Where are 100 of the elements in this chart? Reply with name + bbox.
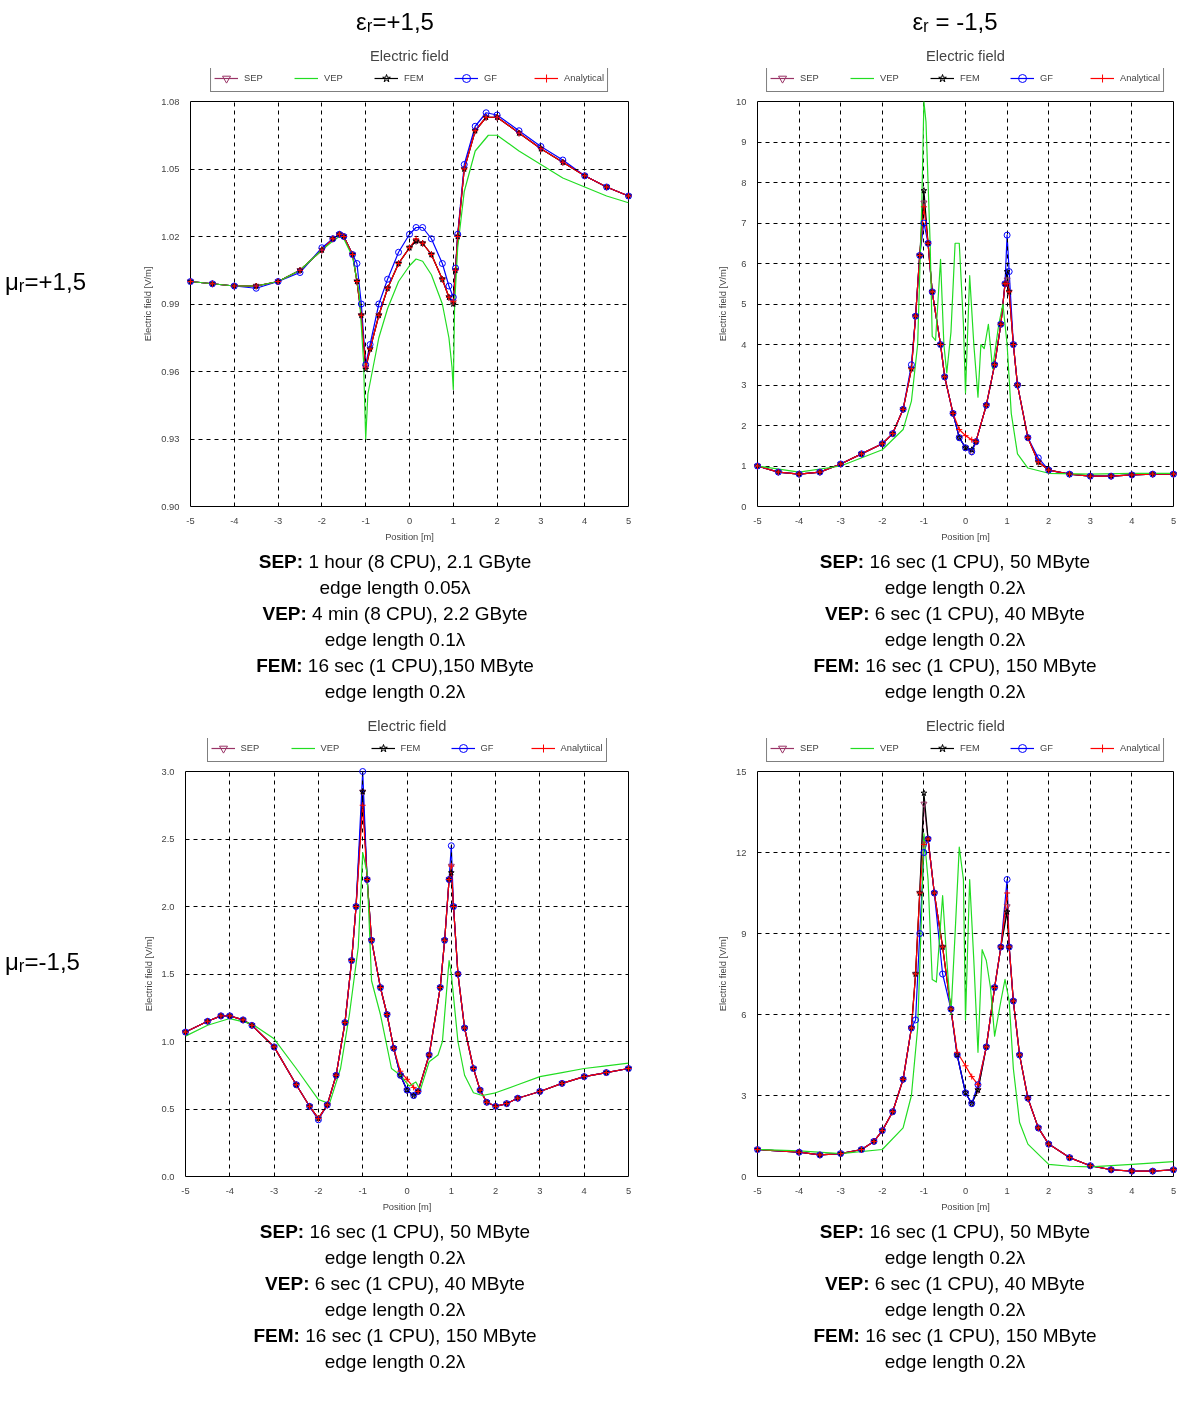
legend-label: Analytical (564, 73, 604, 83)
x-tick-label: 0 (962, 515, 969, 526)
x-tick-label: 0 (406, 515, 413, 526)
y-tick-label: 0.93 (161, 434, 180, 444)
text: μᵣ=+1,5 (5, 267, 86, 297)
x-tick-label: 4 (1129, 1185, 1135, 1196)
chart-title: Electric field (370, 47, 450, 64)
x-axis-title: Position [m] (941, 531, 990, 542)
x-tick-label: 5 (625, 515, 632, 526)
x-tick-label: 1 (450, 515, 456, 526)
chart-title: Electric field (926, 47, 1006, 64)
y-tick-label: 15 (736, 766, 747, 777)
legend-label: GF (1040, 73, 1054, 83)
y-tick-label: 9 (741, 928, 747, 939)
x-tick-label: -2 (314, 1185, 323, 1196)
legend-label: SEP (800, 73, 820, 83)
x-tick-label: 3 (1087, 1185, 1093, 1196)
x-tick-label: -4 (794, 1185, 804, 1196)
x-axis-title: Position [m] (385, 531, 434, 542)
y-tick-label: 3.0 (161, 766, 175, 777)
x-tick-label: 2 (1046, 515, 1052, 526)
x-axis-title: Position [m] (382, 1201, 432, 1212)
legend-label: VEP (880, 73, 900, 83)
chart-subtitle: εᵣ = -1,5 (912, 7, 998, 37)
y-tick-label: 1.5 (161, 969, 175, 979)
chart-title: Electric field (367, 717, 447, 734)
legend-label: FEM (404, 73, 425, 83)
x-tick-label: 2 (494, 515, 500, 526)
y-tick-label: 1 (741, 461, 747, 471)
y-tick-label: 0 (741, 1171, 747, 1182)
x-tick-label: 4 (1129, 515, 1135, 526)
y-tick-label: 10 (736, 96, 747, 107)
y-tick-label: 8 (741, 177, 747, 188)
x-tick-label: -3 (273, 515, 283, 526)
text: SEP: 16 sec (1 CPU), 50 MByte edge length 0.2λ VEP: 6 sec (1 CPU), 40 MByte edge length 0.2λ FEM: 16 sec (1 CPU), 150 MByte edge length 0.2λ (813, 1221, 1097, 1372)
x-tick-label: -1 (358, 1185, 367, 1196)
y-tick-label: 6 (741, 1009, 747, 1020)
y-tick-label: 0.96 (161, 366, 180, 377)
legend-label: SEP (800, 743, 820, 753)
x-tick-label: -2 (317, 515, 327, 526)
x-tick-label: -5 (753, 1185, 762, 1196)
legend-label: GF (484, 73, 498, 83)
y-tick-label: 12 (736, 847, 747, 858)
x-tick-label: 5 (625, 1185, 632, 1196)
x-tick-label: 5 (1170, 1185, 1177, 1196)
x-tick-label: 1 (448, 1185, 454, 1196)
x-tick-label: 1 (1004, 1185, 1010, 1196)
y-tick-label: 6 (741, 258, 747, 269)
y-axis-title: Electric field [V/m] (143, 936, 154, 1012)
x-tick-label: -4 (794, 515, 804, 526)
y-tick-label: 0.99 (161, 299, 180, 309)
y-tick-label: 0.0 (161, 1171, 175, 1182)
legend-label: FEM (960, 73, 981, 83)
x-tick-label: -2 (878, 515, 887, 526)
x-tick-label: 0 (404, 1185, 410, 1196)
legend-label: Analytiical (560, 743, 603, 753)
y-tick-label: 2.0 (161, 901, 175, 912)
x-tick-label: -1 (919, 1185, 929, 1196)
y-tick-label: 5 (741, 299, 747, 309)
y-axis-title: Electric field [V/m] (718, 266, 729, 342)
x-tick-label: -5 (186, 515, 195, 526)
x-tick-label: -3 (836, 1185, 845, 1196)
y-tick-label: 0 (741, 501, 747, 512)
y-axis-title: Electric field [V/m] (143, 266, 154, 342)
x-tick-label: -3 (269, 1185, 279, 1196)
x-tick-label: 3 (1087, 515, 1093, 526)
legend-label: VEP (320, 743, 341, 753)
legend-label: VEP (324, 73, 344, 83)
legend-label: SEP (240, 743, 261, 753)
chart-subtitle: εᵣ=+1,5 (356, 7, 434, 37)
text: SEP: 1 hour (8 CPU), 2.1 GByte edge length 0.05λ VEP: 4 min (8 CPU), 2.2 GByte edge length 0.1λ FEM: 16 sec (1 CPU),150 MByte edge length 0.2λ (256, 551, 534, 702)
legend-label: FEM (400, 743, 421, 753)
legend-label: GF (480, 743, 495, 753)
legend-label: Analytical (1120, 73, 1160, 83)
y-tick-label: 4 (741, 339, 747, 350)
y-tick-label: 9 (741, 137, 747, 147)
x-tick-label: 3 (537, 1185, 543, 1196)
legend-label: SEP (244, 73, 264, 83)
x-tick-label: 4 (581, 1185, 587, 1196)
y-tick-label: 1.0 (161, 1036, 175, 1047)
x-tick-label: 3 (538, 515, 544, 526)
text: SEP: 16 sec (1 CPU), 50 MByte edge length 0.2λ VEP: 6 sec (1 CPU), 40 MByte edge length 0.2λ FEM: 16 sec (1 CPU), 150 MByte edge length 0.2λ (253, 1221, 537, 1372)
y-tick-label: 1.02 (161, 231, 180, 242)
text: μᵣ=-1,5 (5, 947, 80, 977)
y-tick-label: 3 (741, 380, 747, 390)
legend-label: VEP (880, 743, 900, 753)
y-axis-title: Electric field [V/m] (718, 936, 729, 1012)
x-tick-label: -5 (753, 515, 762, 526)
x-tick-label: -2 (878, 1185, 887, 1196)
x-axis-title: Position [m] (941, 1201, 990, 1212)
chart-title: Electric field (926, 717, 1006, 734)
y-tick-label: 7 (741, 218, 747, 228)
x-tick-label: -1 (361, 515, 370, 526)
x-tick-label: 0 (962, 1185, 969, 1196)
x-tick-label: -1 (919, 515, 929, 526)
legend-label: FEM (960, 743, 981, 753)
y-tick-label: 1.05 (161, 164, 180, 174)
x-tick-label: -4 (225, 1185, 234, 1196)
x-tick-label: -5 (181, 1185, 190, 1196)
x-tick-label: 2 (1046, 1185, 1052, 1196)
